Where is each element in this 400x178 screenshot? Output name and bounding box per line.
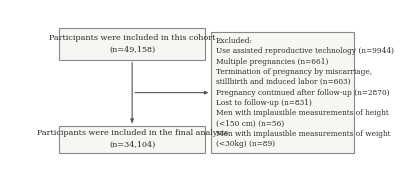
FancyBboxPatch shape [211, 32, 354, 153]
FancyBboxPatch shape [59, 28, 205, 60]
Text: Participants were included in the final analysis
(n=34,104): Participants were included in the final … [36, 129, 228, 149]
Text: Excluded:
Use assisted reproductive technology (n=9944)
Multiple pregnancies (n=: Excluded: Use assisted reproductive tech… [216, 37, 394, 148]
Text: Participants were included in this cohort
(n=49,158): Participants were included in this cohor… [49, 34, 215, 54]
FancyBboxPatch shape [59, 125, 205, 153]
